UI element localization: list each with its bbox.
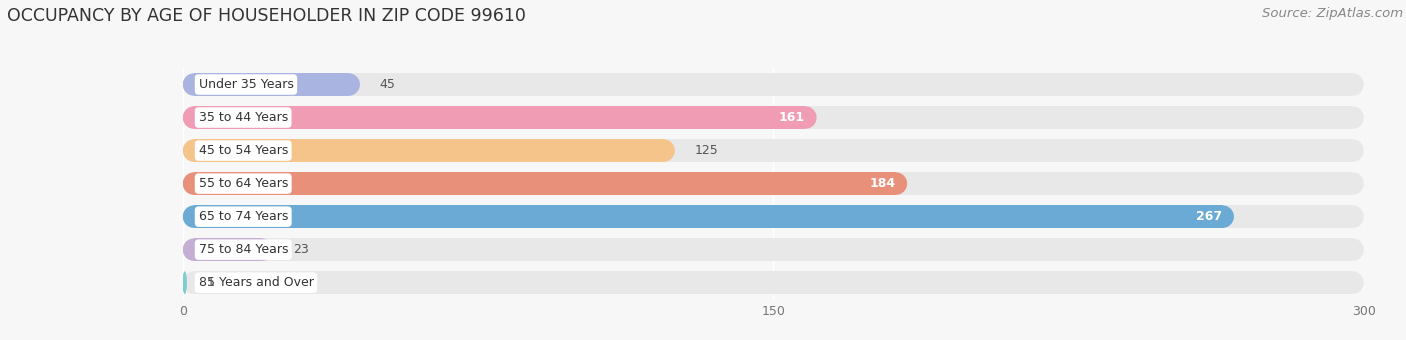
Ellipse shape <box>884 172 907 195</box>
Bar <box>194 106 806 129</box>
Ellipse shape <box>1341 73 1364 96</box>
Ellipse shape <box>183 172 205 195</box>
Ellipse shape <box>1341 238 1364 261</box>
Ellipse shape <box>183 271 205 294</box>
Ellipse shape <box>652 139 675 162</box>
Ellipse shape <box>183 106 205 129</box>
Bar <box>194 139 664 162</box>
Ellipse shape <box>1341 106 1364 129</box>
Ellipse shape <box>183 139 205 162</box>
Bar <box>194 271 1353 294</box>
Bar <box>194 238 1353 261</box>
Bar <box>194 205 1353 228</box>
Ellipse shape <box>794 106 817 129</box>
Ellipse shape <box>183 238 205 261</box>
Ellipse shape <box>183 271 187 294</box>
Text: 55 to 64 Years: 55 to 64 Years <box>198 177 288 190</box>
Bar <box>194 205 1223 228</box>
Text: 85 Years and Over: 85 Years and Over <box>198 276 314 289</box>
Ellipse shape <box>1341 139 1364 162</box>
Text: OCCUPANCY BY AGE OF HOUSEHOLDER IN ZIP CODE 99610: OCCUPANCY BY AGE OF HOUSEHOLDER IN ZIP C… <box>7 7 526 25</box>
Ellipse shape <box>183 73 205 96</box>
Text: 125: 125 <box>695 144 718 157</box>
Text: Source: ZipAtlas.com: Source: ZipAtlas.com <box>1263 7 1403 20</box>
Bar <box>194 73 349 96</box>
Text: 267: 267 <box>1197 210 1222 223</box>
Ellipse shape <box>183 139 205 162</box>
Ellipse shape <box>1341 205 1364 228</box>
Ellipse shape <box>183 205 205 228</box>
Ellipse shape <box>1341 271 1364 294</box>
Text: Under 35 Years: Under 35 Years <box>198 78 294 91</box>
Ellipse shape <box>1212 205 1234 228</box>
Bar <box>194 172 1353 195</box>
Text: 184: 184 <box>869 177 896 190</box>
Ellipse shape <box>183 106 205 129</box>
Ellipse shape <box>1341 172 1364 195</box>
Bar <box>194 172 896 195</box>
Text: 45 to 54 Years: 45 to 54 Years <box>198 144 288 157</box>
Ellipse shape <box>183 271 187 294</box>
Text: 35 to 44 Years: 35 to 44 Years <box>198 111 288 124</box>
Bar <box>194 73 1353 96</box>
Text: 45: 45 <box>380 78 395 91</box>
Bar <box>194 106 1353 129</box>
Text: 65 to 74 Years: 65 to 74 Years <box>198 210 288 223</box>
Bar <box>194 238 262 261</box>
Text: 75 to 84 Years: 75 to 84 Years <box>198 243 288 256</box>
Bar <box>194 139 1353 162</box>
Ellipse shape <box>183 238 205 261</box>
Text: 1: 1 <box>207 276 214 289</box>
Ellipse shape <box>183 172 205 195</box>
Ellipse shape <box>183 205 205 228</box>
Ellipse shape <box>250 238 273 261</box>
Ellipse shape <box>337 73 360 96</box>
Ellipse shape <box>183 73 205 96</box>
Text: 23: 23 <box>292 243 309 256</box>
Text: 161: 161 <box>779 111 804 124</box>
